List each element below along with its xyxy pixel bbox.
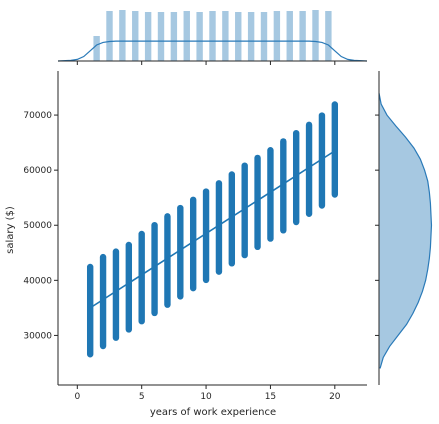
y-axis-ticks: 30000 40000 50000 60000 70000 bbox=[23, 111, 58, 341]
y-tick-label: 50000 bbox=[23, 221, 52, 231]
scatter-points bbox=[86, 101, 339, 358]
point-column-14 bbox=[254, 154, 261, 251]
x-hist-bar-19 bbox=[325, 11, 332, 61]
y-tick-label: 40000 bbox=[23, 276, 52, 286]
point-column-17 bbox=[292, 129, 300, 226]
point-column-10 bbox=[202, 188, 210, 284]
y-kde-curve bbox=[378, 92, 433, 369]
x-hist-bar-14 bbox=[260, 12, 268, 61]
regression-line bbox=[89, 150, 336, 309]
point-column-4 bbox=[125, 241, 133, 333]
y-kde-area bbox=[379, 93, 432, 369]
point-column-8 bbox=[177, 204, 184, 300]
regression-fit-line bbox=[89, 150, 336, 309]
x-hist-bar-18 bbox=[312, 10, 319, 61]
point-column-6 bbox=[151, 221, 158, 317]
point-column-11 bbox=[215, 180, 223, 275]
x-hist-bar-2 bbox=[106, 11, 113, 61]
point-column-7 bbox=[164, 213, 171, 308]
x-tick-label: 0 bbox=[74, 392, 80, 402]
point-column-12 bbox=[228, 171, 236, 267]
point-column-9 bbox=[189, 196, 197, 292]
x-hist-bar-12 bbox=[235, 12, 242, 61]
y-tick-label: 60000 bbox=[23, 166, 52, 176]
point-column-18 bbox=[305, 121, 313, 217]
point-column-19 bbox=[318, 112, 326, 209]
point-column-13 bbox=[241, 162, 248, 259]
x-hist-bar-15 bbox=[273, 11, 281, 61]
y-tick-label: 30000 bbox=[23, 331, 52, 341]
x-hist-bar-1 bbox=[93, 36, 100, 61]
x-tick-label: 5 bbox=[139, 392, 145, 402]
x-tick-label: 15 bbox=[265, 392, 276, 402]
x-hist-bar-3 bbox=[119, 10, 126, 61]
top-marginal-histogram bbox=[57, 10, 368, 65]
x-hist-bar-7 bbox=[170, 12, 178, 61]
x-hist-bar-17 bbox=[299, 11, 306, 61]
main-axes bbox=[57, 71, 367, 386]
x-hist-bar-13 bbox=[247, 12, 255, 61]
x-tick-label: 10 bbox=[200, 392, 212, 402]
x-hist-bar-11 bbox=[222, 11, 229, 61]
point-column-20 bbox=[331, 101, 339, 198]
x-hist-bar-6 bbox=[157, 12, 165, 61]
x-hist-bar-5 bbox=[144, 12, 152, 61]
x-hist-bar-16 bbox=[286, 11, 293, 61]
x-axis-label: years of work experience bbox=[150, 407, 276, 418]
y-tick-label: 70000 bbox=[23, 111, 52, 121]
point-column-16 bbox=[280, 138, 287, 234]
x-tick-label: 20 bbox=[329, 392, 341, 402]
y-axis-label: salary ($) bbox=[5, 206, 16, 254]
point-column-1 bbox=[86, 263, 94, 358]
point-column-2 bbox=[99, 253, 107, 350]
right-marginal-kde bbox=[375, 71, 433, 385]
x-hist-bar-9 bbox=[196, 12, 203, 61]
x-hist-bar-10 bbox=[209, 11, 216, 61]
point-column-3 bbox=[112, 248, 120, 341]
main-scatter-plot: 0 5 10 15 20 30000 40000 50000 60000 70000 bbox=[23, 71, 367, 402]
x-kde-curve bbox=[57, 40, 368, 62]
x-hist-bar-4 bbox=[132, 11, 139, 61]
x-axis-ticks: 0 5 10 15 20 bbox=[74, 385, 341, 402]
point-column-15 bbox=[267, 147, 274, 242]
point-column-5 bbox=[138, 230, 145, 325]
x-hist-bar-8 bbox=[183, 11, 190, 61]
